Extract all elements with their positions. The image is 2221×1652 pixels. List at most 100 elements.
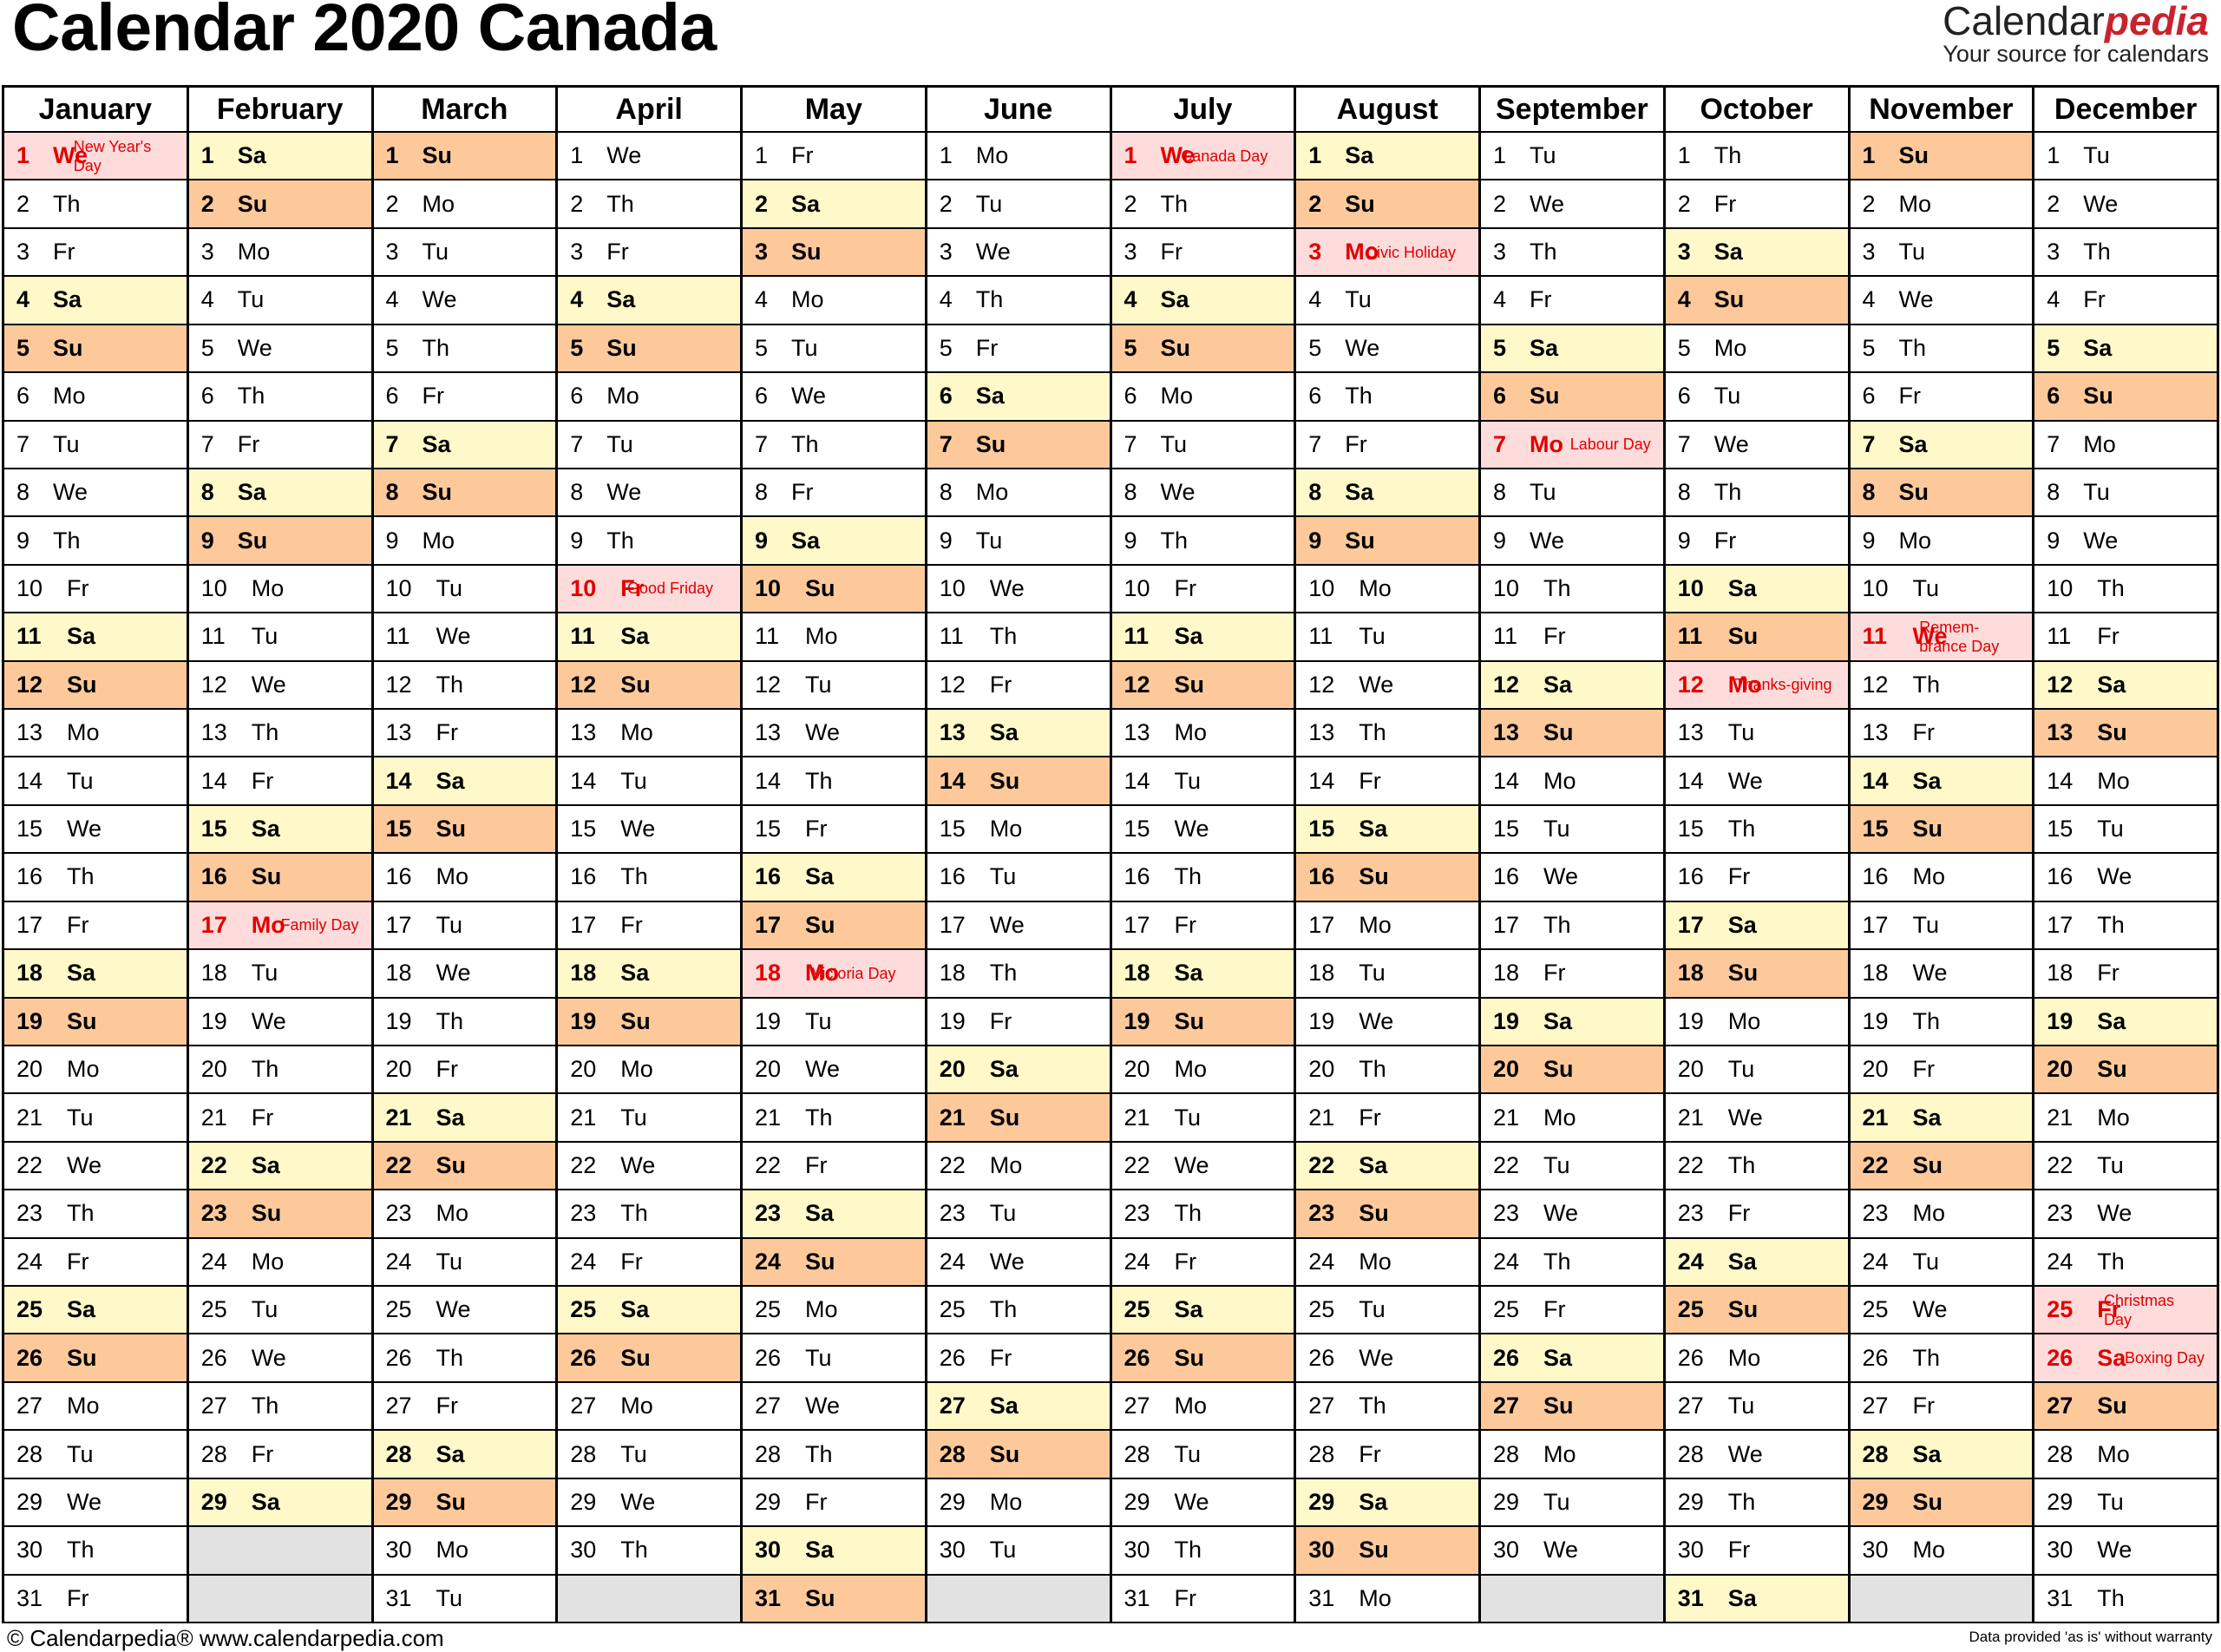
- day-number: 6: [200, 383, 214, 410]
- day-cell: 23 We: [2034, 1190, 2219, 1239]
- day-number: 15: [1677, 816, 1704, 842]
- day-number: 30: [570, 1537, 597, 1564]
- day-number: 19: [1493, 1007, 1520, 1034]
- day-number: 29: [1862, 1488, 1889, 1515]
- holiday-cell: 25 Fr Christmas Day: [2034, 1287, 2219, 1335]
- weekday-abbr: Fr: [1713, 190, 1737, 217]
- day-cell: 3 Th: [2034, 228, 2219, 278]
- day-cell: 9 Th: [558, 517, 743, 566]
- month-header-july: July: [1111, 88, 1297, 133]
- weekday-abbr: Su: [1898, 479, 1929, 506]
- day-cell: 21 Mo: [1481, 1094, 1666, 1143]
- day-number: 2: [755, 190, 769, 217]
- day-number: 3: [1493, 239, 1507, 266]
- day-cell: 2 Sa: [743, 180, 927, 229]
- day-cell: 9 Mo: [373, 517, 559, 566]
- weekday-abbr: Sa: [805, 1200, 835, 1227]
- calendar-grid: January February March April May June July Augu…: [2, 85, 2219, 1623]
- day-cell: 10 Fr: [1111, 565, 1297, 614]
- day-cell: 19 Sa: [1481, 998, 1666, 1046]
- day-cell: 22 Fr: [743, 1142, 927, 1191]
- weekday-abbr: Sa: [1727, 1584, 1757, 1611]
- weekday-abbr: Sa: [251, 1152, 280, 1178]
- day-cell: 7 Sa: [373, 421, 559, 469]
- day-cell: 28 Sa: [373, 1431, 559, 1479]
- footer-disclaimer: Data provided 'as is' without warranty: [1969, 1629, 2212, 1645]
- day-number: 21: [385, 1104, 412, 1131]
- day-number: 31: [1308, 1584, 1335, 1611]
- weekday-abbr: We: [1359, 671, 1394, 698]
- holiday-name: Good Friday: [627, 580, 714, 598]
- day-cell: 9 Tu: [927, 517, 1112, 566]
- day-number: 24: [755, 1248, 782, 1275]
- day-number: 8: [1124, 479, 1137, 506]
- weekday-abbr: Th: [1727, 1488, 1756, 1515]
- day-cell: 14 Th: [743, 757, 927, 806]
- day-cell: 7 Fr: [188, 421, 374, 469]
- weekday-abbr: Sa: [791, 527, 821, 554]
- day-number: 2: [200, 190, 214, 217]
- day-number: 31: [2047, 1584, 2074, 1611]
- day-cell: 19 Tu: [743, 998, 927, 1046]
- day-cell: 31 Fr: [4, 1575, 189, 1623]
- day-number: 6: [1677, 383, 1691, 410]
- day-cell: 30 Th: [4, 1527, 189, 1576]
- day-cell: 16 Mo: [1850, 854, 2035, 902]
- day-cell: 19 Su: [1111, 998, 1297, 1046]
- day-cell: 24 Mo: [1296, 1238, 1481, 1288]
- day-cell: 31 Mo: [1296, 1575, 1481, 1623]
- weekday-abbr: Su: [1912, 1152, 1943, 1178]
- weekday-abbr: Su: [53, 334, 83, 361]
- weekday-abbr: Su: [1912, 1488, 1943, 1515]
- weekday-abbr: Mo: [1174, 719, 1208, 746]
- weekday-abbr: Sa: [1174, 960, 1203, 987]
- weekday-abbr: We: [989, 574, 1025, 601]
- weekday-abbr: Sa: [975, 383, 1005, 410]
- day-number: 19: [16, 1007, 43, 1034]
- day-cell: 5 Su: [1111, 324, 1297, 374]
- weekday-abbr: Tu: [2083, 142, 2110, 169]
- weekday-abbr: Tu: [436, 911, 463, 938]
- day-cell: 7 Sa: [1850, 421, 2035, 469]
- day-number: 12: [1124, 671, 1150, 698]
- day-cell: 1 We: [558, 133, 743, 181]
- weekday-abbr: We: [805, 1393, 841, 1419]
- day-cell: 6 Mo: [558, 373, 743, 422]
- day-number: 1: [939, 142, 953, 169]
- day-number: 17: [2047, 911, 2074, 938]
- weekday-abbr: Th: [436, 671, 464, 698]
- day-cell: 17 Th: [1481, 901, 1666, 951]
- day-number: 14: [2047, 767, 2074, 794]
- day-cell: 5 Th: [1850, 324, 2035, 374]
- weekday-abbr: Fr: [237, 430, 260, 457]
- weekday-abbr: Mo: [436, 1200, 469, 1227]
- day-number: 4: [385, 286, 399, 313]
- day-number: 25: [1308, 1296, 1335, 1323]
- day-number: 11: [16, 623, 42, 650]
- day-number: 16: [570, 863, 597, 890]
- weekday-abbr: Th: [620, 863, 648, 890]
- weekday-abbr: We: [53, 479, 88, 506]
- day-cell: 18 Sa: [4, 950, 189, 999]
- day-cell: 16 Su: [1296, 854, 1481, 902]
- day-cell: 22 Th: [1665, 1142, 1851, 1191]
- day-cell: 4 We: [1850, 277, 2035, 325]
- day-cell: 17 Mo: [1296, 901, 1481, 951]
- calendarpedia-logo[interactable]: Calendarpedia Your source for calendars: [1943, 0, 2209, 66]
- day-cell: 21 Tu: [1111, 1094, 1297, 1143]
- day-number: 4: [1862, 286, 1876, 313]
- day-number: 9: [2047, 527, 2060, 554]
- weekday-abbr: Th: [67, 863, 95, 890]
- day-cell: 27 We: [743, 1382, 927, 1432]
- weekday-abbr: Tu: [791, 334, 818, 361]
- weekday-abbr: Tu: [1912, 1248, 1940, 1275]
- weekday-abbr: Mo: [975, 142, 1009, 169]
- day-cell: 4 Tu: [1296, 277, 1481, 325]
- month-header-january: January: [4, 88, 189, 133]
- day-cell: 11 Fr: [1481, 613, 1666, 662]
- day-number: 24: [570, 1248, 597, 1275]
- weekday-abbr: Su: [1359, 863, 1389, 890]
- day-number: 22: [385, 1152, 412, 1178]
- day-cell: 9 Su: [1296, 517, 1481, 566]
- day-number: 6: [755, 383, 769, 410]
